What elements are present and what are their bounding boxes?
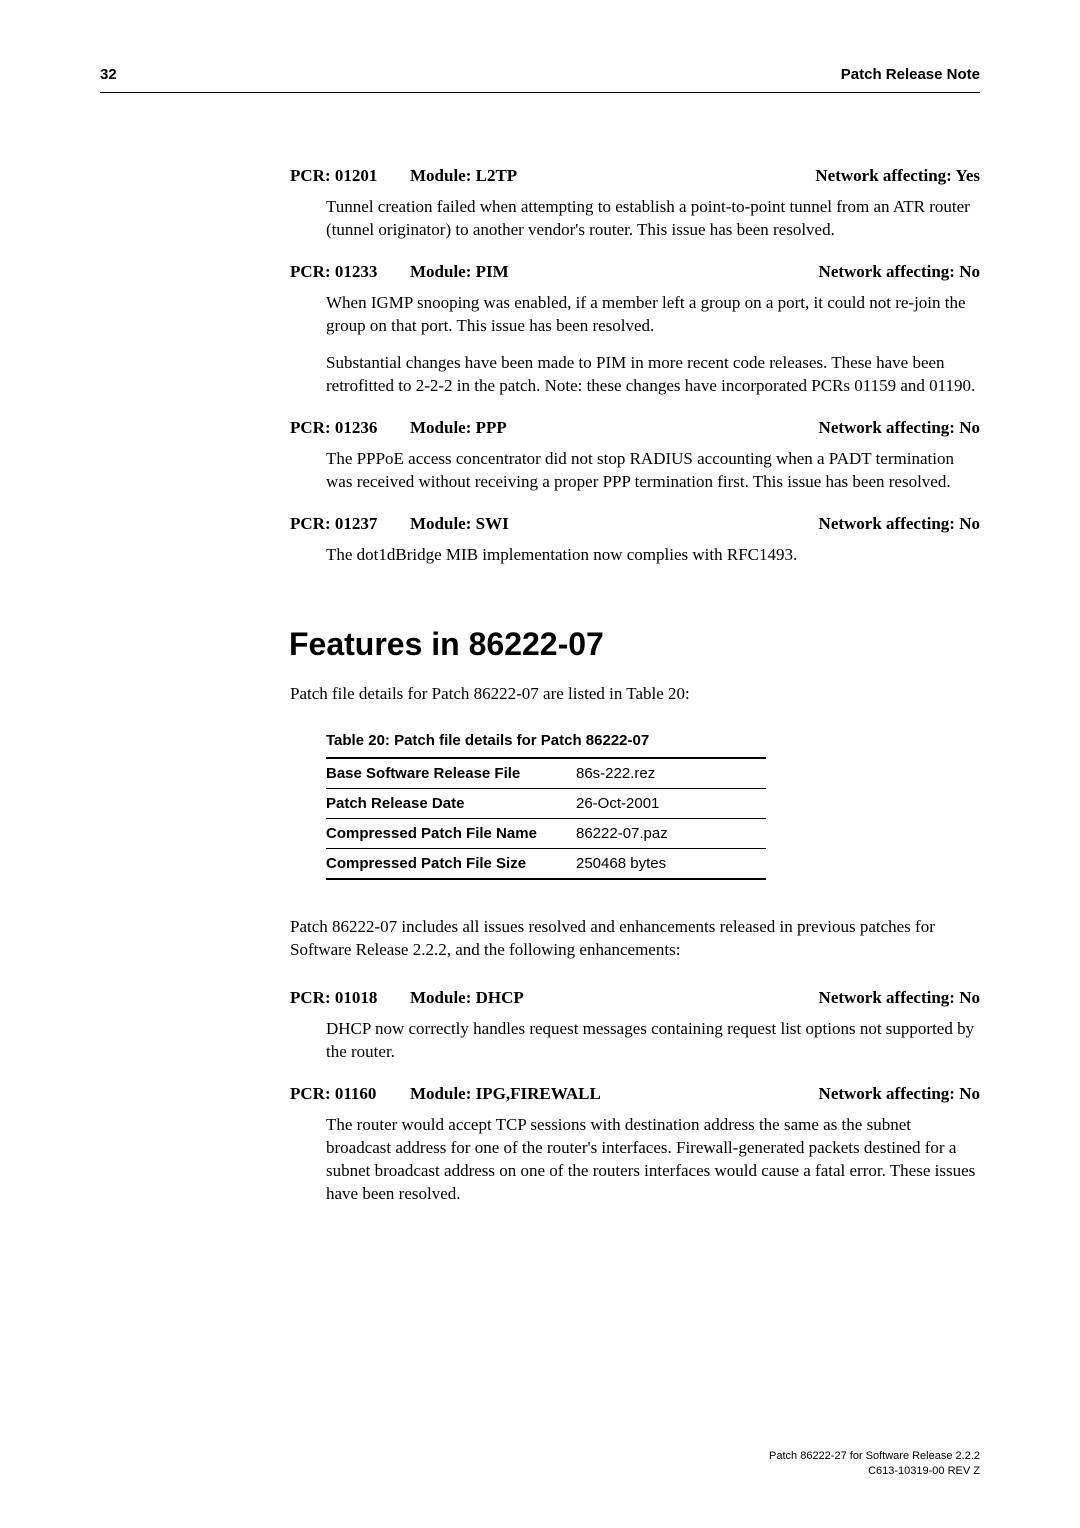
page-content: PCR: 01201 Module: L2TP Network affectin…: [0, 0, 1080, 1280]
table-cell-value: 86222-07.paz: [576, 819, 766, 849]
pcr-paragraph: The router would accept TCP sessions wit…: [326, 1114, 980, 1206]
pcr-paragraph: The PPPoE access concentrator did not st…: [326, 448, 980, 494]
pcr-header: PCR: 01233 Module: PIM Network affecting…: [290, 262, 980, 282]
footer-line-1: Patch 86222-27 for Software Release 2.2.…: [769, 1449, 980, 1463]
table-container: Table 20: Patch file details for Patch 8…: [326, 732, 980, 880]
pcr-id: PCR: 01236: [290, 418, 410, 438]
pcr-module: Module: PPP: [410, 418, 819, 438]
pcr-id: PCR: 01233: [290, 262, 410, 282]
footer: Patch 86222-27 for Software Release 2.2.…: [769, 1449, 980, 1478]
post-table-text: Patch 86222-07 includes all issues resol…: [290, 916, 980, 962]
pcr-module: Module: SWI: [410, 514, 819, 534]
table-cell-label: Compressed Patch File Name: [326, 819, 576, 849]
pcr-network: Network affecting: No: [819, 262, 980, 282]
pcr-header: PCR: 01160 Module: IPG,FIREWALL Network …: [290, 1084, 980, 1104]
section-intro: Patch file details for Patch 86222-07 ar…: [290, 683, 980, 706]
pcr-id: PCR: 01237: [290, 514, 410, 534]
pcr-network: Network affecting: No: [819, 1084, 980, 1104]
pcr-paragraph: Tunnel creation failed when attempting t…: [326, 196, 980, 242]
pcr-module: Module: IPG,FIREWALL: [410, 1084, 819, 1104]
table-cell-value: 26-Oct-2001: [576, 789, 766, 819]
pcr-header: PCR: 01237 Module: SWI Network affecting…: [290, 514, 980, 534]
pcr-network: Network affecting: No: [819, 514, 980, 534]
footer-line-2: C613-10319-00 REV Z: [769, 1464, 980, 1478]
pcr-module: Module: PIM: [410, 262, 819, 282]
patch-details-table: Base Software Release File 86s-222.rez P…: [326, 757, 766, 880]
table-row: Compressed Patch File Size 250468 bytes: [326, 849, 766, 880]
table-cell-value: 250468 bytes: [576, 849, 766, 880]
table-row: Patch Release Date 26-Oct-2001: [326, 789, 766, 819]
pcr-module: Module: DHCP: [410, 988, 819, 1008]
pcr-paragraph: DHCP now correctly handles request messa…: [326, 1018, 980, 1064]
pcr-paragraph: When IGMP snooping was enabled, if a mem…: [326, 292, 980, 338]
table-cell-label: Patch Release Date: [326, 789, 576, 819]
pcr-header: PCR: 01236 Module: PPP Network affecting…: [290, 418, 980, 438]
pcr-id: PCR: 01201: [290, 166, 410, 186]
table-cell-label: Compressed Patch File Size: [326, 849, 576, 880]
table-caption: Table 20: Patch file details for Patch 8…: [326, 732, 980, 749]
pcr-id: PCR: 01160: [290, 1084, 410, 1104]
pcr-network: Network affecting: No: [819, 418, 980, 438]
pcr-header: PCR: 01201 Module: L2TP Network affectin…: [290, 166, 980, 186]
table-cell-label: Base Software Release File: [326, 758, 576, 789]
table-row: Compressed Patch File Name 86222-07.paz: [326, 819, 766, 849]
pcr-network: Network affecting: Yes: [815, 166, 980, 186]
pcr-network: Network affecting: No: [819, 988, 980, 1008]
pcr-header: PCR: 01018 Module: DHCP Network affectin…: [290, 988, 980, 1008]
main-content: PCR: 01201 Module: L2TP Network affectin…: [290, 66, 980, 1206]
section-heading: Features in 86222-07: [289, 626, 980, 663]
pcr-paragraph: The dot1dBridge MIB implementation now c…: [326, 544, 980, 567]
table-cell-value: 86s-222.rez: [576, 758, 766, 789]
page-number: 32: [100, 66, 117, 83]
table-row: Base Software Release File 86s-222.rez: [326, 758, 766, 789]
pcr-module: Module: L2TP: [410, 166, 815, 186]
pcr-id: PCR: 01018: [290, 988, 410, 1008]
header-divider: [100, 92, 980, 93]
header-title: Patch Release Note: [841, 66, 980, 83]
pcr-paragraph: Substantial changes have been made to PI…: [326, 352, 980, 398]
